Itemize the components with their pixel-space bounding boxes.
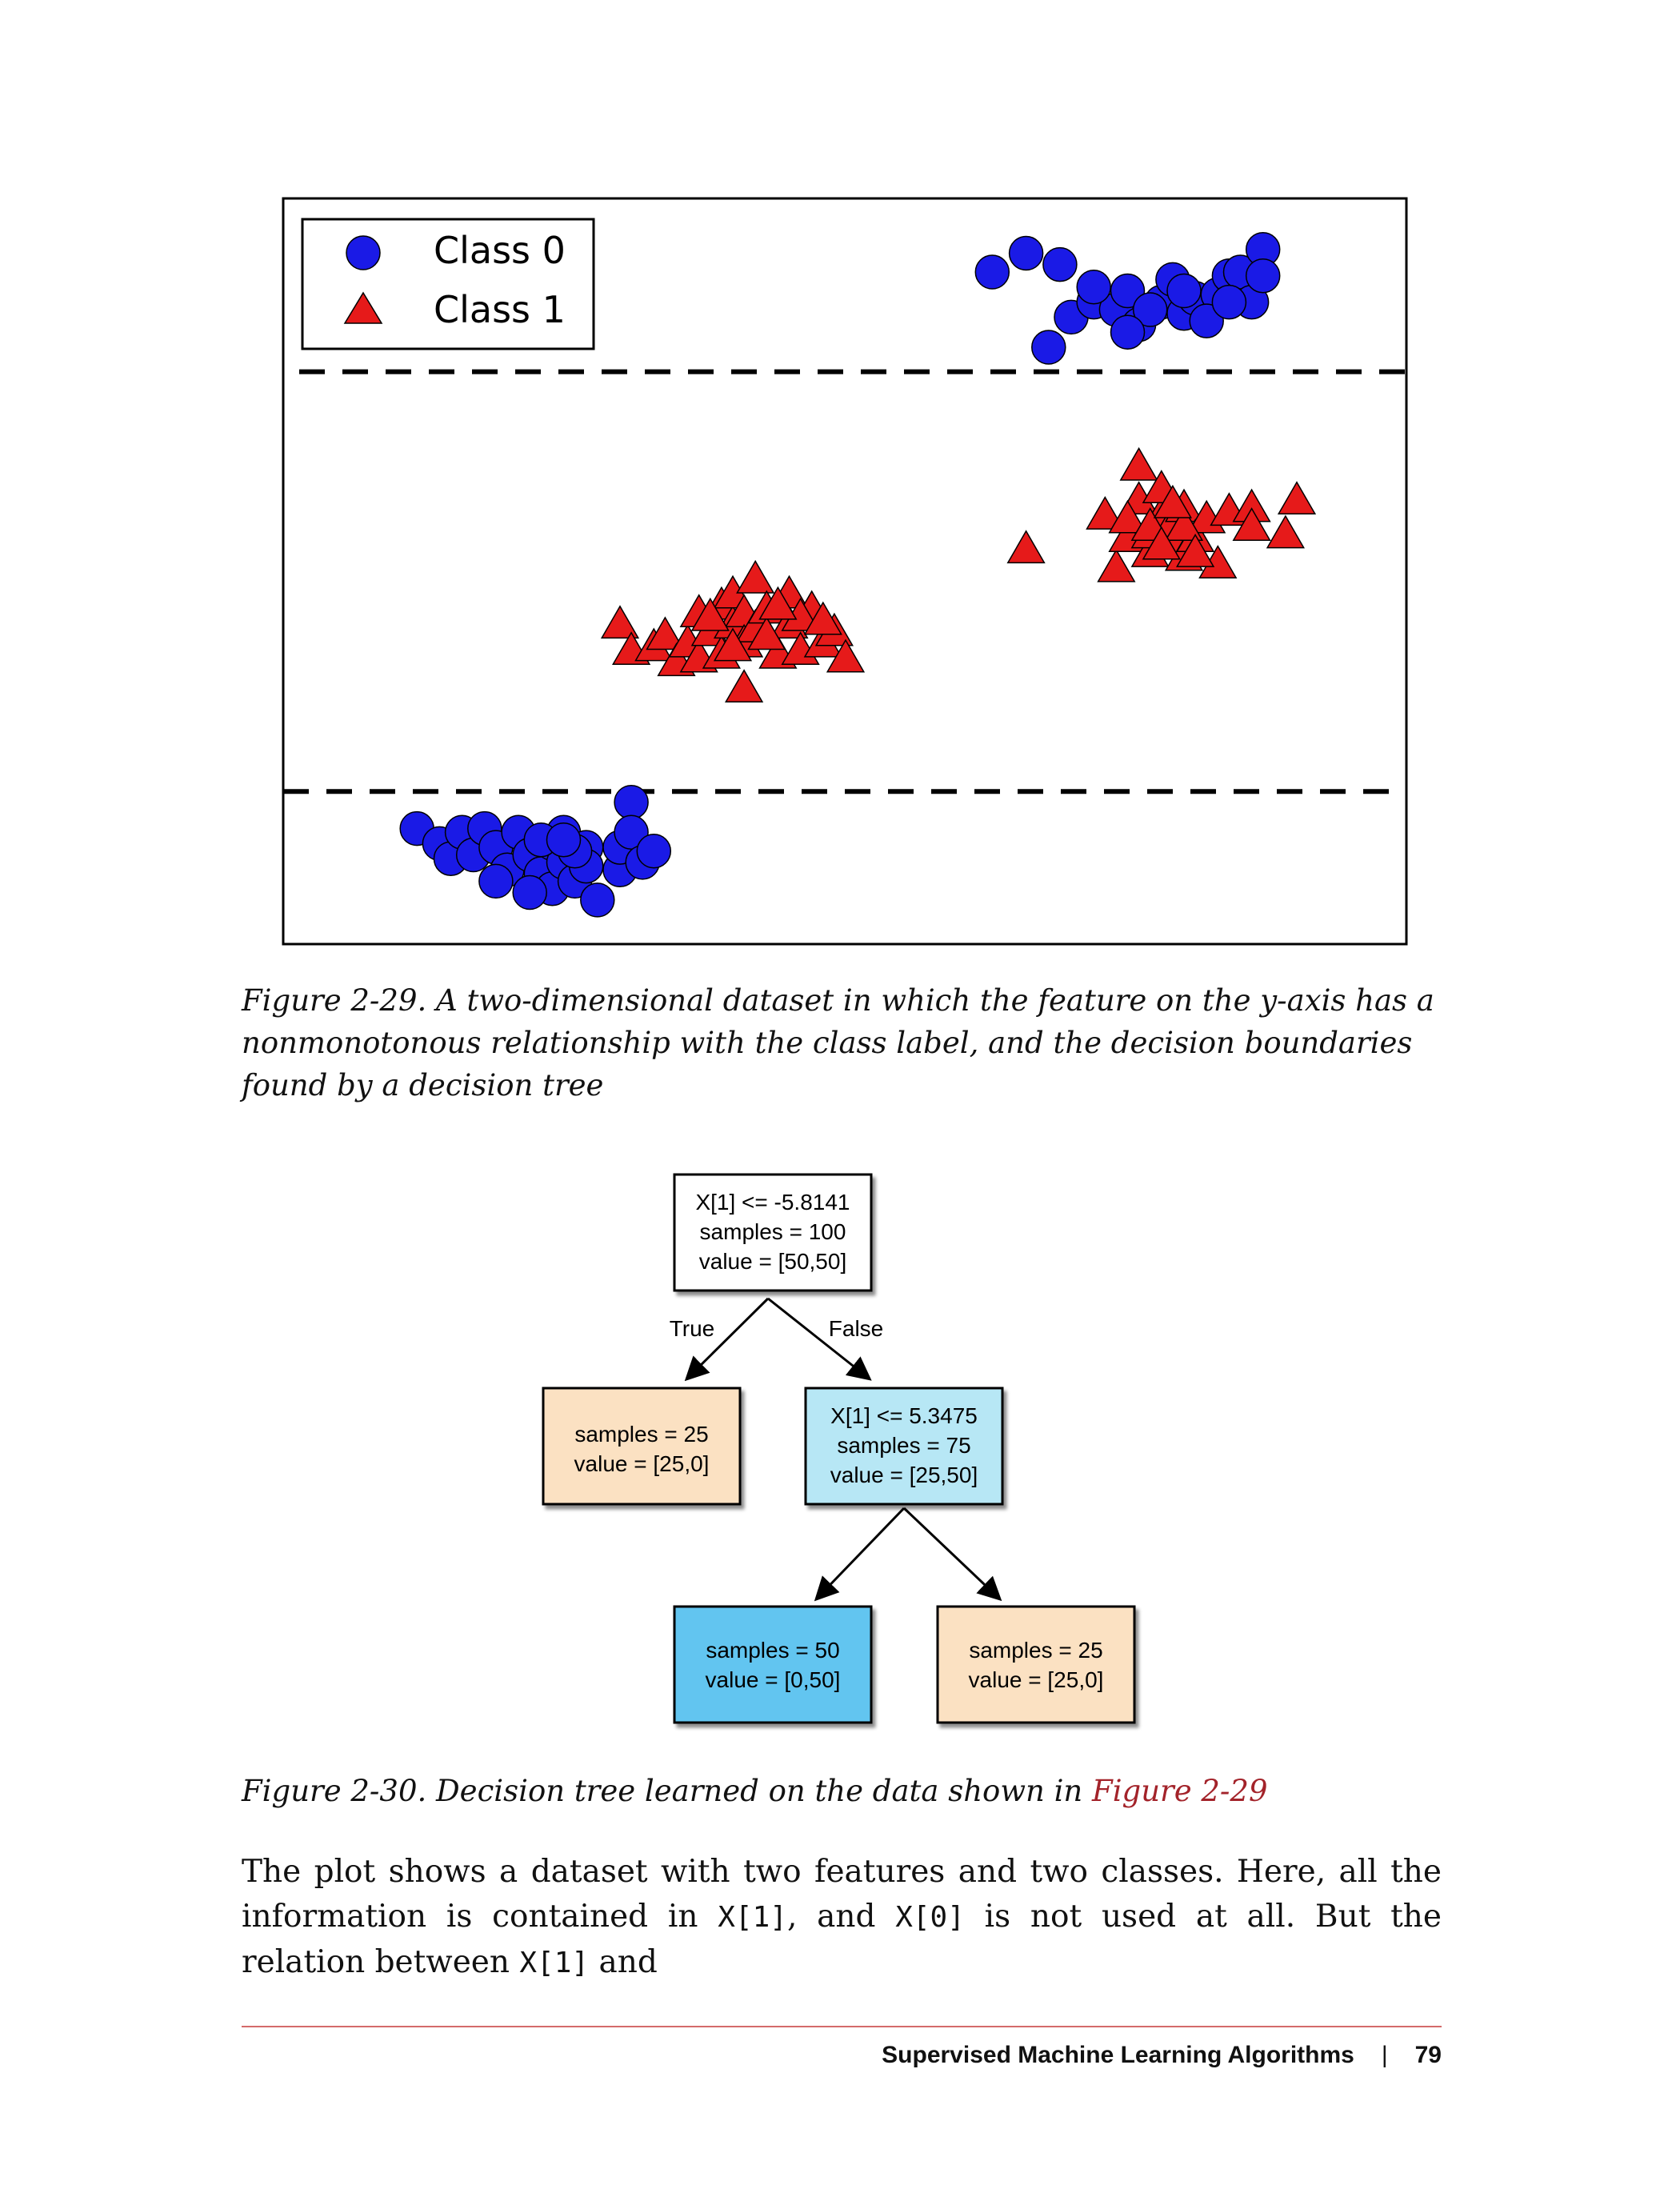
- data-points: [399, 232, 1317, 918]
- body-paragraph: The plot shows a dataset with two featur…: [242, 1850, 1442, 1986]
- tree-leaf-bottom-right: samples = 25 value = [25,0]: [936, 1605, 1136, 1724]
- class-0-point-21: [1110, 314, 1146, 350]
- class-0-point-45: [478, 863, 514, 899]
- page-footer: Supervised Machine Learning Algorithms | 7…: [882, 2042, 1442, 2069]
- class-1-point-27: [690, 597, 730, 631]
- class-0-point-49: [614, 814, 649, 850]
- caption-2-30-text: Figure 2-30. Decision tree learned on th…: [242, 1774, 1093, 1808]
- body-text-1: The plot shows a dataset with two featur…: [242, 1854, 1442, 1935]
- class-1-point-3: [646, 616, 685, 650]
- class-1-point-15: [736, 559, 775, 594]
- class-0-point-13: [1076, 270, 1111, 305]
- edge-root-right: [767, 1297, 872, 1381]
- legend-label-class-0: Class 0: [434, 229, 566, 272]
- scatter-plot: Class 0 Class 1: [282, 197, 1408, 946]
- node-root-line-3: value = [50,50]: [699, 1249, 846, 1274]
- class-0-point-19: [1245, 258, 1281, 294]
- decision-tree-diagram: True False X[1] <= -5.8141 samples = 100…: [542, 1173, 1136, 1724]
- class-0-point-22: [1189, 303, 1224, 338]
- class-1-point-32: [803, 601, 842, 635]
- class-0-point-0: [974, 254, 1010, 290]
- class-0-point-7: [1110, 273, 1146, 309]
- body-text-3: is not used at all. But the relation bet…: [242, 1899, 1442, 1980]
- leaf-bottom-left-line-1: samples = 50: [706, 1638, 839, 1663]
- class-1-point-53: [1266, 514, 1305, 549]
- edge-root-left: [684, 1297, 770, 1382]
- leaf-bottom-left-line-2: value = [0,50]: [706, 1667, 841, 1692]
- class-0-point-46: [512, 874, 547, 910]
- class-1-point-30: [713, 627, 753, 662]
- footer-section-title: Supervised Machine Learning Algorithms: [882, 2042, 1354, 2068]
- class-1-point-55: [1108, 499, 1147, 534]
- class-0-point-1: [1008, 235, 1044, 271]
- class-1-point-38: [1119, 446, 1158, 481]
- figure-caption-2-30: Figure 2-30. Decision tree learned on th…: [242, 1770, 1442, 1812]
- inline-code-x0: X[0]: [895, 1901, 965, 1934]
- class-0-point-51: [636, 834, 672, 869]
- page-number: 79: [1414, 2042, 1442, 2068]
- class-0-point-20: [1132, 292, 1168, 327]
- edge-right-left: [814, 1507, 906, 1602]
- node-root-line-1: X[1] <= -5.8141: [695, 1190, 850, 1215]
- edge-label-false: False: [829, 1316, 883, 1341]
- class-1-point-57: [1164, 507, 1204, 541]
- inline-code-x1-second: X[1]: [519, 1947, 590, 1979]
- legend-label-class-1: Class 1: [434, 288, 566, 331]
- class-0-point-43: [580, 882, 615, 918]
- footer-separator: |: [1381, 2042, 1388, 2068]
- leaf-left-line-1: samples = 25: [574, 1422, 708, 1447]
- class-1-point-25: [826, 638, 866, 673]
- class-0-point-48: [614, 784, 649, 820]
- legend: Class 0 Class 1: [301, 218, 595, 350]
- tree-node-root: X[1] <= -5.8141 samples = 100 value = [5…: [673, 1173, 873, 1292]
- leaf-bottom-right-line-1: samples = 25: [969, 1638, 1102, 1663]
- legend-circle-icon: [346, 235, 381, 270]
- class-1-point-34: [1086, 495, 1125, 530]
- tree-leaf-left: samples = 25 value = [25,0]: [542, 1387, 742, 1506]
- class-1-point-28: [747, 616, 786, 650]
- inline-code-x1: X[1]: [718, 1901, 787, 1934]
- class-0-point-23: [1166, 273, 1202, 309]
- footer-rule: [242, 2026, 1442, 2027]
- figure-caption-2-29: Figure 2-29. A two-dimensional dataset i…: [242, 983, 1434, 1102]
- class-0-point-54: [546, 822, 582, 858]
- leaf-bottom-right-line-2: value = [25,0]: [969, 1667, 1104, 1692]
- class-1-point-54: [1277, 481, 1317, 515]
- edge-right-right: [902, 1507, 1002, 1602]
- class-0-point-4: [1031, 330, 1066, 365]
- node-right-line-3: value = [25,50]: [830, 1463, 978, 1487]
- class-0-point-24: [1211, 284, 1247, 320]
- class-1-point-58: [1176, 533, 1215, 567]
- class-1-point-52: [1232, 507, 1271, 541]
- edge-label-true: True: [670, 1316, 715, 1341]
- class-1-point-60: [1153, 484, 1192, 518]
- body-text-4: and: [589, 1944, 658, 1980]
- tree-node-right: X[1] <= 5.3475 samples = 75 value = [25,…: [804, 1387, 1004, 1506]
- class-1-point-59: [1142, 526, 1181, 560]
- body-text-2: , and: [786, 1899, 896, 1935]
- class-1-point-26: [725, 669, 764, 703]
- class-1-point-31: [758, 586, 798, 620]
- node-root-line-2: samples = 100: [700, 1219, 846, 1244]
- class-1-point-33: [1006, 530, 1046, 564]
- legend-triangle-icon: [343, 291, 383, 324]
- figure-2-29-link[interactable]: Figure 2-29: [1092, 1774, 1268, 1808]
- leaf-left-line-2: value = [25,0]: [574, 1451, 710, 1476]
- node-right-line-2: samples = 75: [837, 1433, 970, 1458]
- class-1-point-0: [600, 605, 640, 639]
- node-right-line-1: X[1] <= 5.3475: [830, 1403, 978, 1428]
- class-0-point-2: [1042, 246, 1078, 282]
- tree-leaf-bottom-left: samples = 50 value = [0,50]: [673, 1605, 873, 1724]
- class-1-point-35: [1097, 548, 1136, 582]
